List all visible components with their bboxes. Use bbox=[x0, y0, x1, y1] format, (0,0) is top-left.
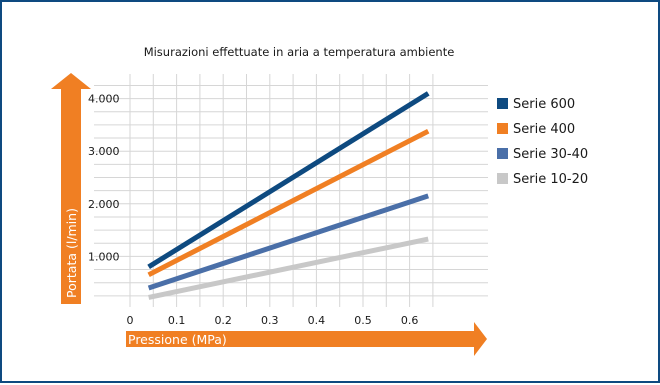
series-line-serie-600 bbox=[147, 91, 430, 270]
y-axis-label: Portata (l/min) bbox=[64, 208, 79, 298]
grid bbox=[94, 74, 488, 307]
legend-label: Serie 30-40 bbox=[513, 147, 588, 162]
series-line-serie-400 bbox=[147, 128, 430, 278]
legend-label: Serie 10-20 bbox=[513, 172, 588, 187]
legend-label: Serie 600 bbox=[513, 97, 575, 112]
x-tick-label: 0.5 bbox=[354, 314, 372, 327]
x-tick-labels: 0 0.1 0.2 0.3 0.4 0.5 0.6 bbox=[127, 314, 419, 327]
x-tick-label: 0.3 bbox=[261, 314, 279, 327]
x-axis-label: Pressione (MPa) bbox=[128, 332, 227, 347]
y-tick-label: 3.000 bbox=[88, 145, 120, 158]
y-tick-labels: 1.000 2.000 3.000 4.000 bbox=[88, 93, 120, 264]
legend-label: Serie 400 bbox=[513, 122, 575, 137]
series-line-serie-10-20 bbox=[148, 236, 429, 300]
series-line-serie-30-40 bbox=[147, 193, 430, 291]
y-axis-arrow-shape bbox=[51, 73, 91, 304]
series-lines bbox=[147, 91, 430, 300]
chart-title: Misurazioni effettuate in aria a tempera… bbox=[144, 45, 455, 59]
chart: Misurazioni effettuate in aria a tempera… bbox=[51, 45, 588, 356]
x-tick-label: 0.2 bbox=[214, 314, 232, 327]
legend: Serie 600 Serie 400 Serie 30-40 Serie 10-20 bbox=[497, 97, 588, 187]
x-tick-label: 0.4 bbox=[308, 314, 326, 327]
legend-swatch bbox=[497, 98, 508, 109]
legend-swatch bbox=[497, 123, 508, 134]
x-axis-arrow: Pressione (MPa) bbox=[126, 322, 487, 356]
y-tick-label: 2.000 bbox=[88, 198, 120, 211]
legend-swatch bbox=[497, 173, 508, 184]
x-tick-label: 0.6 bbox=[401, 314, 419, 327]
x-tick-label: 0.1 bbox=[168, 314, 186, 327]
y-axis-arrow: Portata (l/min) bbox=[51, 73, 91, 304]
y-tick-label: 4.000 bbox=[88, 93, 120, 106]
legend-swatch bbox=[497, 148, 508, 159]
y-tick-label: 1.000 bbox=[88, 250, 120, 263]
x-axis-arrow-shape bbox=[126, 322, 487, 356]
x-tick-label: 0 bbox=[127, 314, 134, 327]
